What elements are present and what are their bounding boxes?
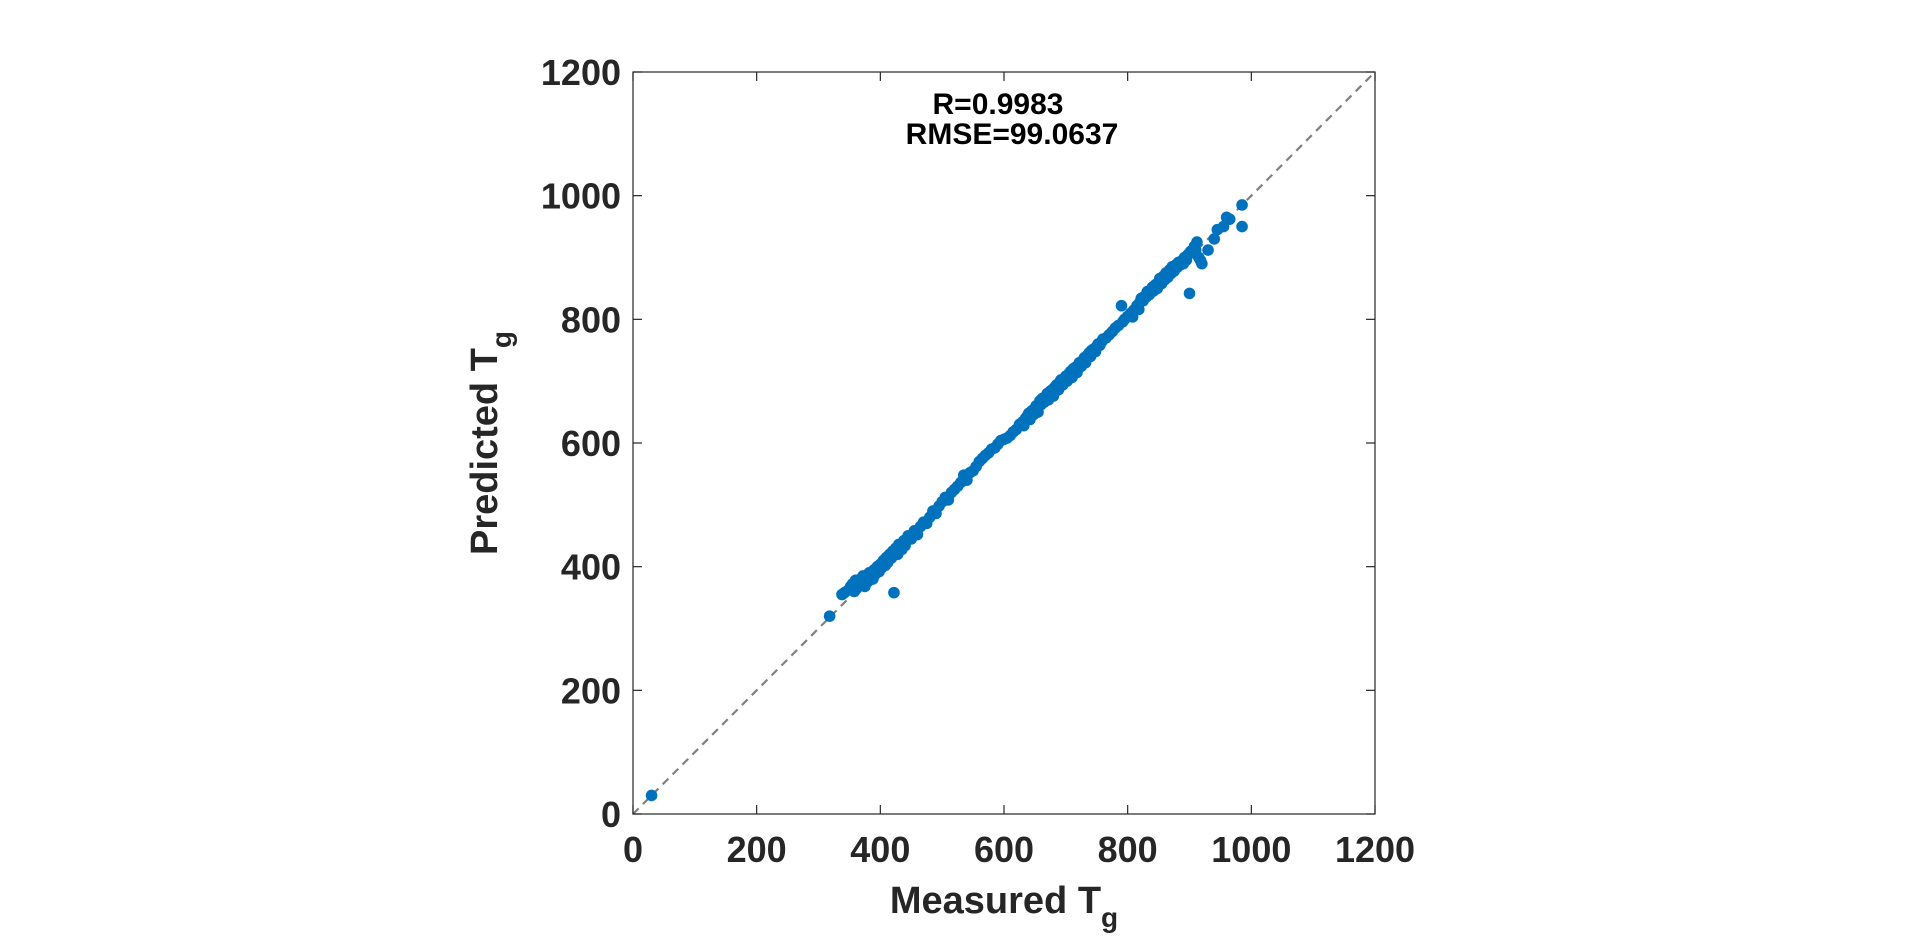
x-tick-label: 400 [850, 829, 910, 870]
y-tick-label: 600 [561, 423, 621, 464]
y-tick-labels: 0 200 400 600 800 1000 1200 [541, 52, 621, 835]
scatter-point [1223, 213, 1236, 225]
scatter-points [645, 199, 1248, 802]
x-tick-labels: 0 200 400 600 800 1000 1200 [623, 829, 1415, 870]
y-tick-label: 800 [561, 299, 621, 340]
x-axis-label-main: Measured T [890, 880, 1101, 922]
scatter-point [1196, 257, 1208, 270]
y-axis-label-main: Predicted T [464, 348, 506, 555]
y-tick-label: 200 [561, 670, 621, 711]
annotation-rmse: RMSE=99.0637 [906, 118, 1119, 151]
y-tick-label: 0 [601, 794, 621, 835]
annotation-r: R=0.9983 [933, 88, 1064, 121]
scatter-point [1236, 199, 1248, 211]
y-axis-label-subscript: g [486, 331, 517, 348]
x-axis-label-subscript: g [1101, 902, 1118, 933]
scatter-point [1236, 220, 1248, 233]
scatter-point [1208, 233, 1221, 245]
scatter-point [888, 586, 900, 599]
x-tick-label: 1200 [1335, 829, 1415, 870]
scatter-point [1202, 244, 1214, 256]
scatter-point [645, 789, 658, 802]
scatter-point [1183, 287, 1196, 300]
x-tick-label: 800 [1098, 829, 1158, 870]
y-tick-label: 1000 [541, 176, 621, 217]
scatter-point [1115, 299, 1128, 312]
y-tick-label: 1200 [541, 52, 621, 93]
y-tick-label: 400 [561, 547, 621, 588]
y-axis-label: Predicted Tg [464, 331, 517, 555]
x-axis-label: Measured Tg [890, 880, 1118, 933]
scatter-point [823, 610, 836, 622]
x-tick-label: 1000 [1211, 829, 1291, 870]
axis-ticks [632, 71, 1376, 815]
x-tick-label: 600 [974, 829, 1034, 870]
x-tick-label: 0 [623, 829, 643, 870]
x-tick-label: 200 [727, 829, 787, 870]
scatter-point [1191, 236, 1203, 248]
